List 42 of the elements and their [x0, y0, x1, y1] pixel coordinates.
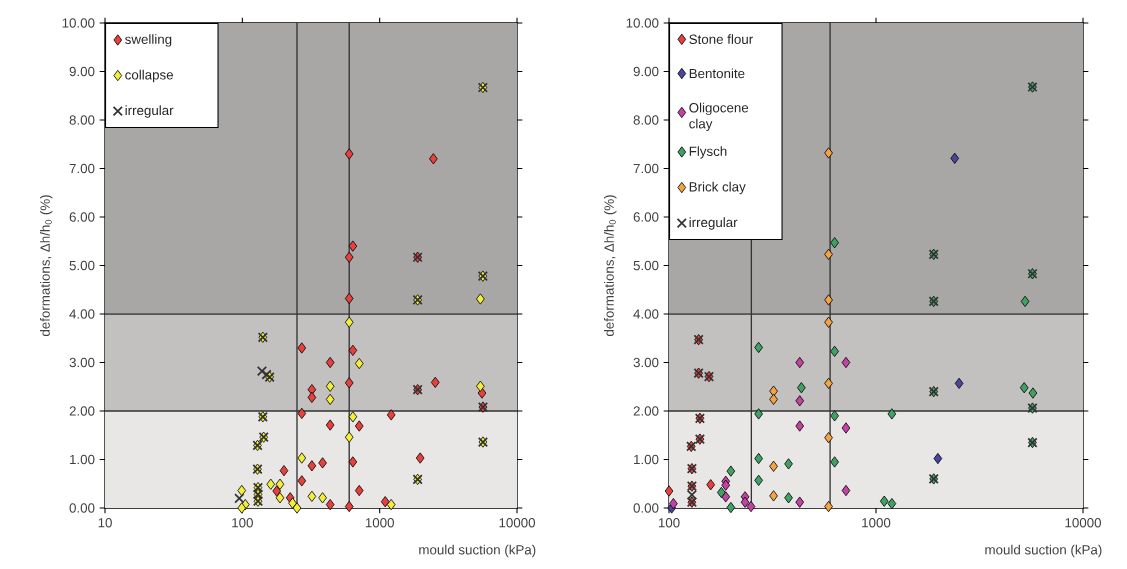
y-tick-label: 9.00: [69, 66, 95, 77]
y-tick-label: 3.00: [633, 357, 659, 368]
legend-label: Oligocene clay: [689, 102, 749, 132]
x-axis-title: mould suction (kPa): [419, 544, 536, 558]
y-tick-label: 7.00: [633, 163, 659, 174]
x-axis-title: mould suction (kPa): [985, 544, 1102, 558]
y-tick-label: 1.00: [634, 454, 659, 465]
y-tick-label: 8.00: [633, 115, 659, 125]
legend-label: collapse: [125, 69, 173, 83]
x-tick-label: 100: [232, 518, 253, 528]
legend-label: swelling: [125, 34, 172, 47]
y-tick-label: 4.00: [69, 309, 95, 319]
y-tick-label: 10.00: [62, 18, 95, 28]
x-tick-label: 10000: [499, 518, 536, 528]
y-axis-title: deformations, Δh/h$_{0}$ (%): [40, 195, 53, 337]
legend-label: Flysch: [689, 146, 727, 159]
y-tick-label: 6.00: [633, 212, 659, 222]
x-tick-label: 10: [98, 518, 112, 528]
x-tick-label: 10000: [1065, 518, 1102, 528]
legend-label: Bentonite: [689, 68, 745, 79]
y-tick-label: 8.00: [69, 115, 95, 125]
legend-label: irregular: [125, 105, 174, 118]
y-axis-title: deformations, Δh/h$_{0}$ (%): [604, 195, 617, 337]
y-tick-label: 5.00: [69, 260, 95, 271]
x-tick-label: 1000: [862, 518, 891, 528]
legend-label: Stone flour: [689, 34, 753, 44]
y-tick-label: 4.00: [633, 309, 659, 319]
y-tick-label: 10.00: [626, 18, 659, 28]
y-tick-label: 9.00: [633, 66, 659, 77]
legend-label: Brick clay: [689, 181, 746, 195]
y-tick-label: 0.00: [69, 503, 95, 513]
y-tick-label: 0.00: [633, 503, 659, 513]
y-tick-label: 3.00: [69, 357, 95, 368]
x-tick-label: 1000: [365, 518, 394, 528]
x-tick-label: 100: [658, 518, 680, 528]
y-tick-label: 2.00: [633, 406, 659, 416]
legend-label: irregular: [689, 217, 738, 230]
y-tick-label: 6.00: [69, 212, 95, 222]
y-tick-label: 5.00: [633, 260, 659, 271]
y-tick-label: 1.00: [70, 454, 95, 465]
y-tick-label: 7.00: [69, 163, 95, 174]
y-tick-label: 2.00: [69, 406, 95, 416]
